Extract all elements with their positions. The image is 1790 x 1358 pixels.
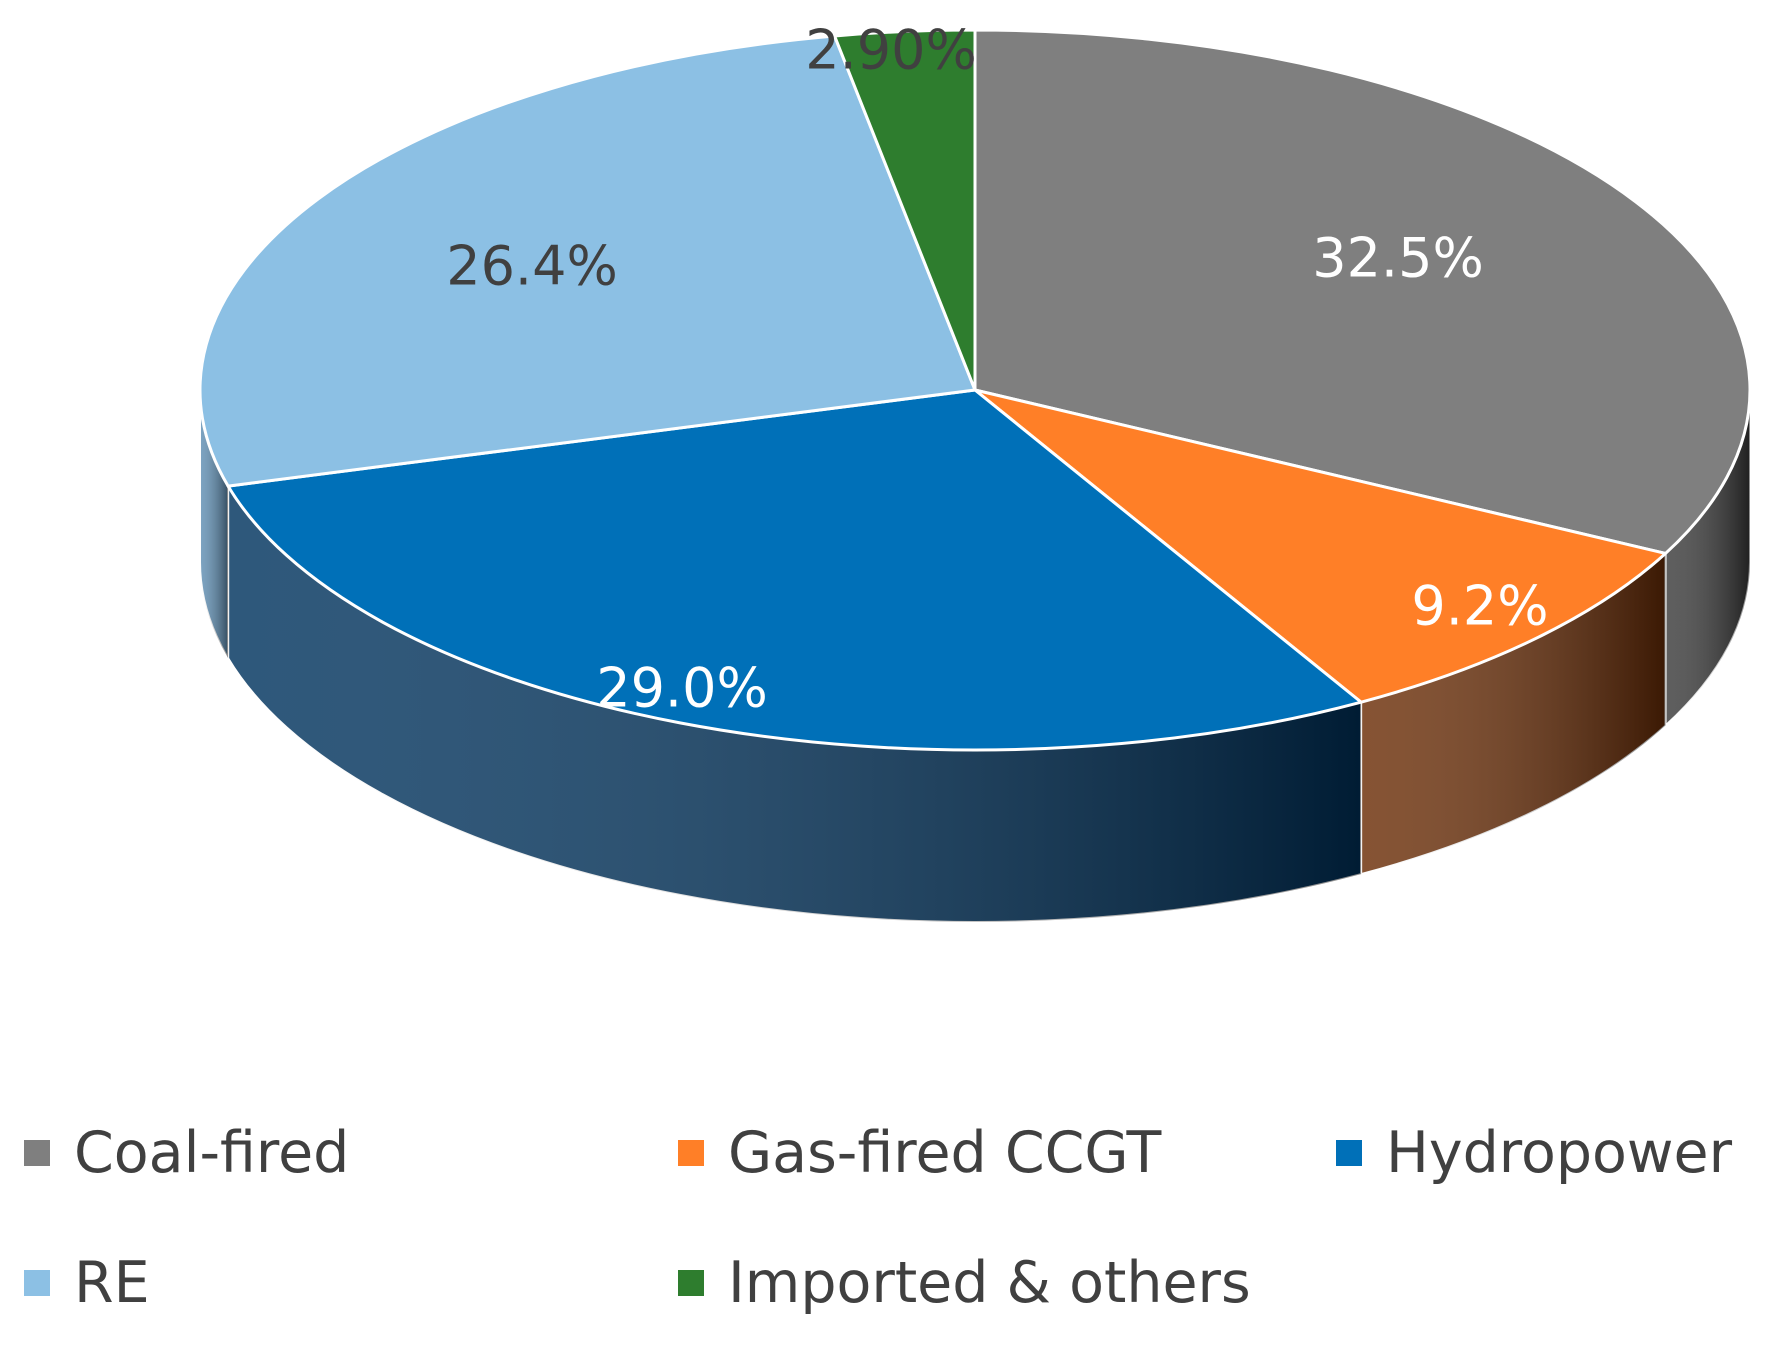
legend-label-coal-fired: Coal-fired [74,1120,350,1186]
side-hydropower-shade [228,486,1362,923]
legend-label-gas-fired-ccgt: Gas-fired CCGT [728,1120,1162,1186]
legend-item-hydropower: Hydropower [1336,1120,1732,1186]
pie-chart: 32.5% 9.2% 29.0% 26.4% 2.90% [198,19,1752,923]
legend-swatch-coal-fired [24,1140,50,1166]
data-label-gas-fired-ccgt: 9.2% [1411,575,1548,638]
legend-label-hydropower: Hydropower [1386,1120,1733,1186]
data-label-re: 26.4% [446,235,618,298]
legend-item-imported-others: Imported & others [678,1250,1251,1316]
legend-swatch-imported-others [678,1270,704,1296]
slice-hydropower [226,388,1363,752]
slice-gas-fired-ccgt [973,388,1668,704]
data-label-hydropower: 29.0% [596,657,768,720]
legend-swatch-gas-fired-ccgt [678,1140,704,1166]
side-re-shade [200,390,229,659]
side-gas-fired-ccgt-shade [1361,553,1666,875]
slice-coal-fired [973,28,1752,555]
legend-item-re: RE [24,1250,150,1316]
legend-swatch-re [24,1270,50,1296]
legend-label-imported-others: Imported & others [728,1250,1251,1316]
legend-item-gas-fired-ccgt: Gas-fired CCGT [678,1120,1161,1186]
legend-swatch-hydropower [1336,1140,1362,1166]
legend-item-coal-fired: Coal-fired [24,1120,349,1186]
data-label-coal-fired: 32.5% [1312,227,1484,290]
legend: Coal-fired Gas-fired CCGT Hydropower RE … [0,1120,1790,1340]
slice-imported-others [833,28,977,392]
legend-label-re: RE [74,1250,150,1316]
slice-re [198,34,977,488]
data-label-imported-others: 2.90% [805,19,977,82]
